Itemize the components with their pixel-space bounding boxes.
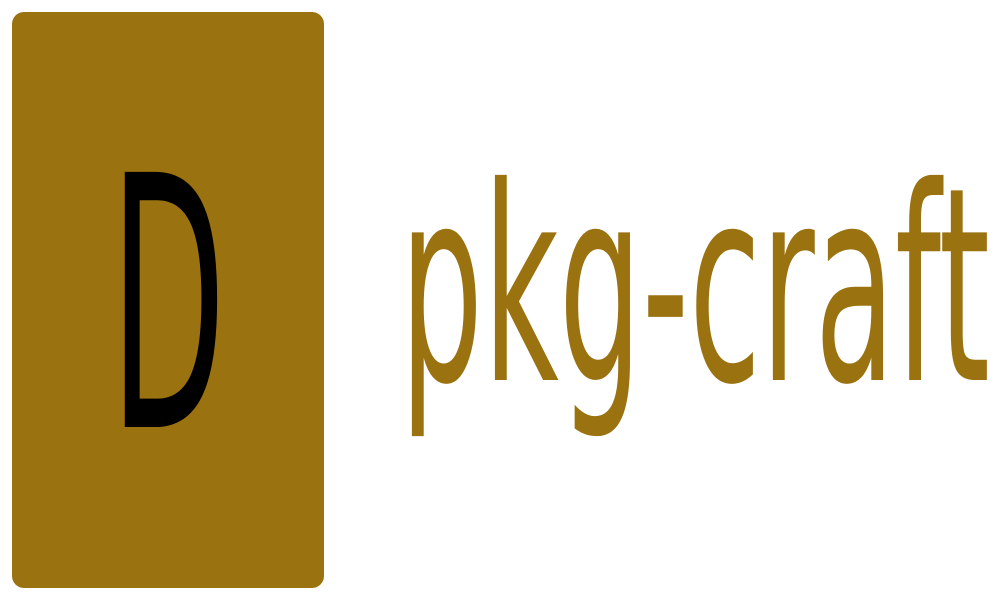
logo-letter: D	[110, 102, 226, 510]
logo-badge	[12, 12, 324, 588]
logo-name: pkg-craft	[400, 129, 990, 444]
